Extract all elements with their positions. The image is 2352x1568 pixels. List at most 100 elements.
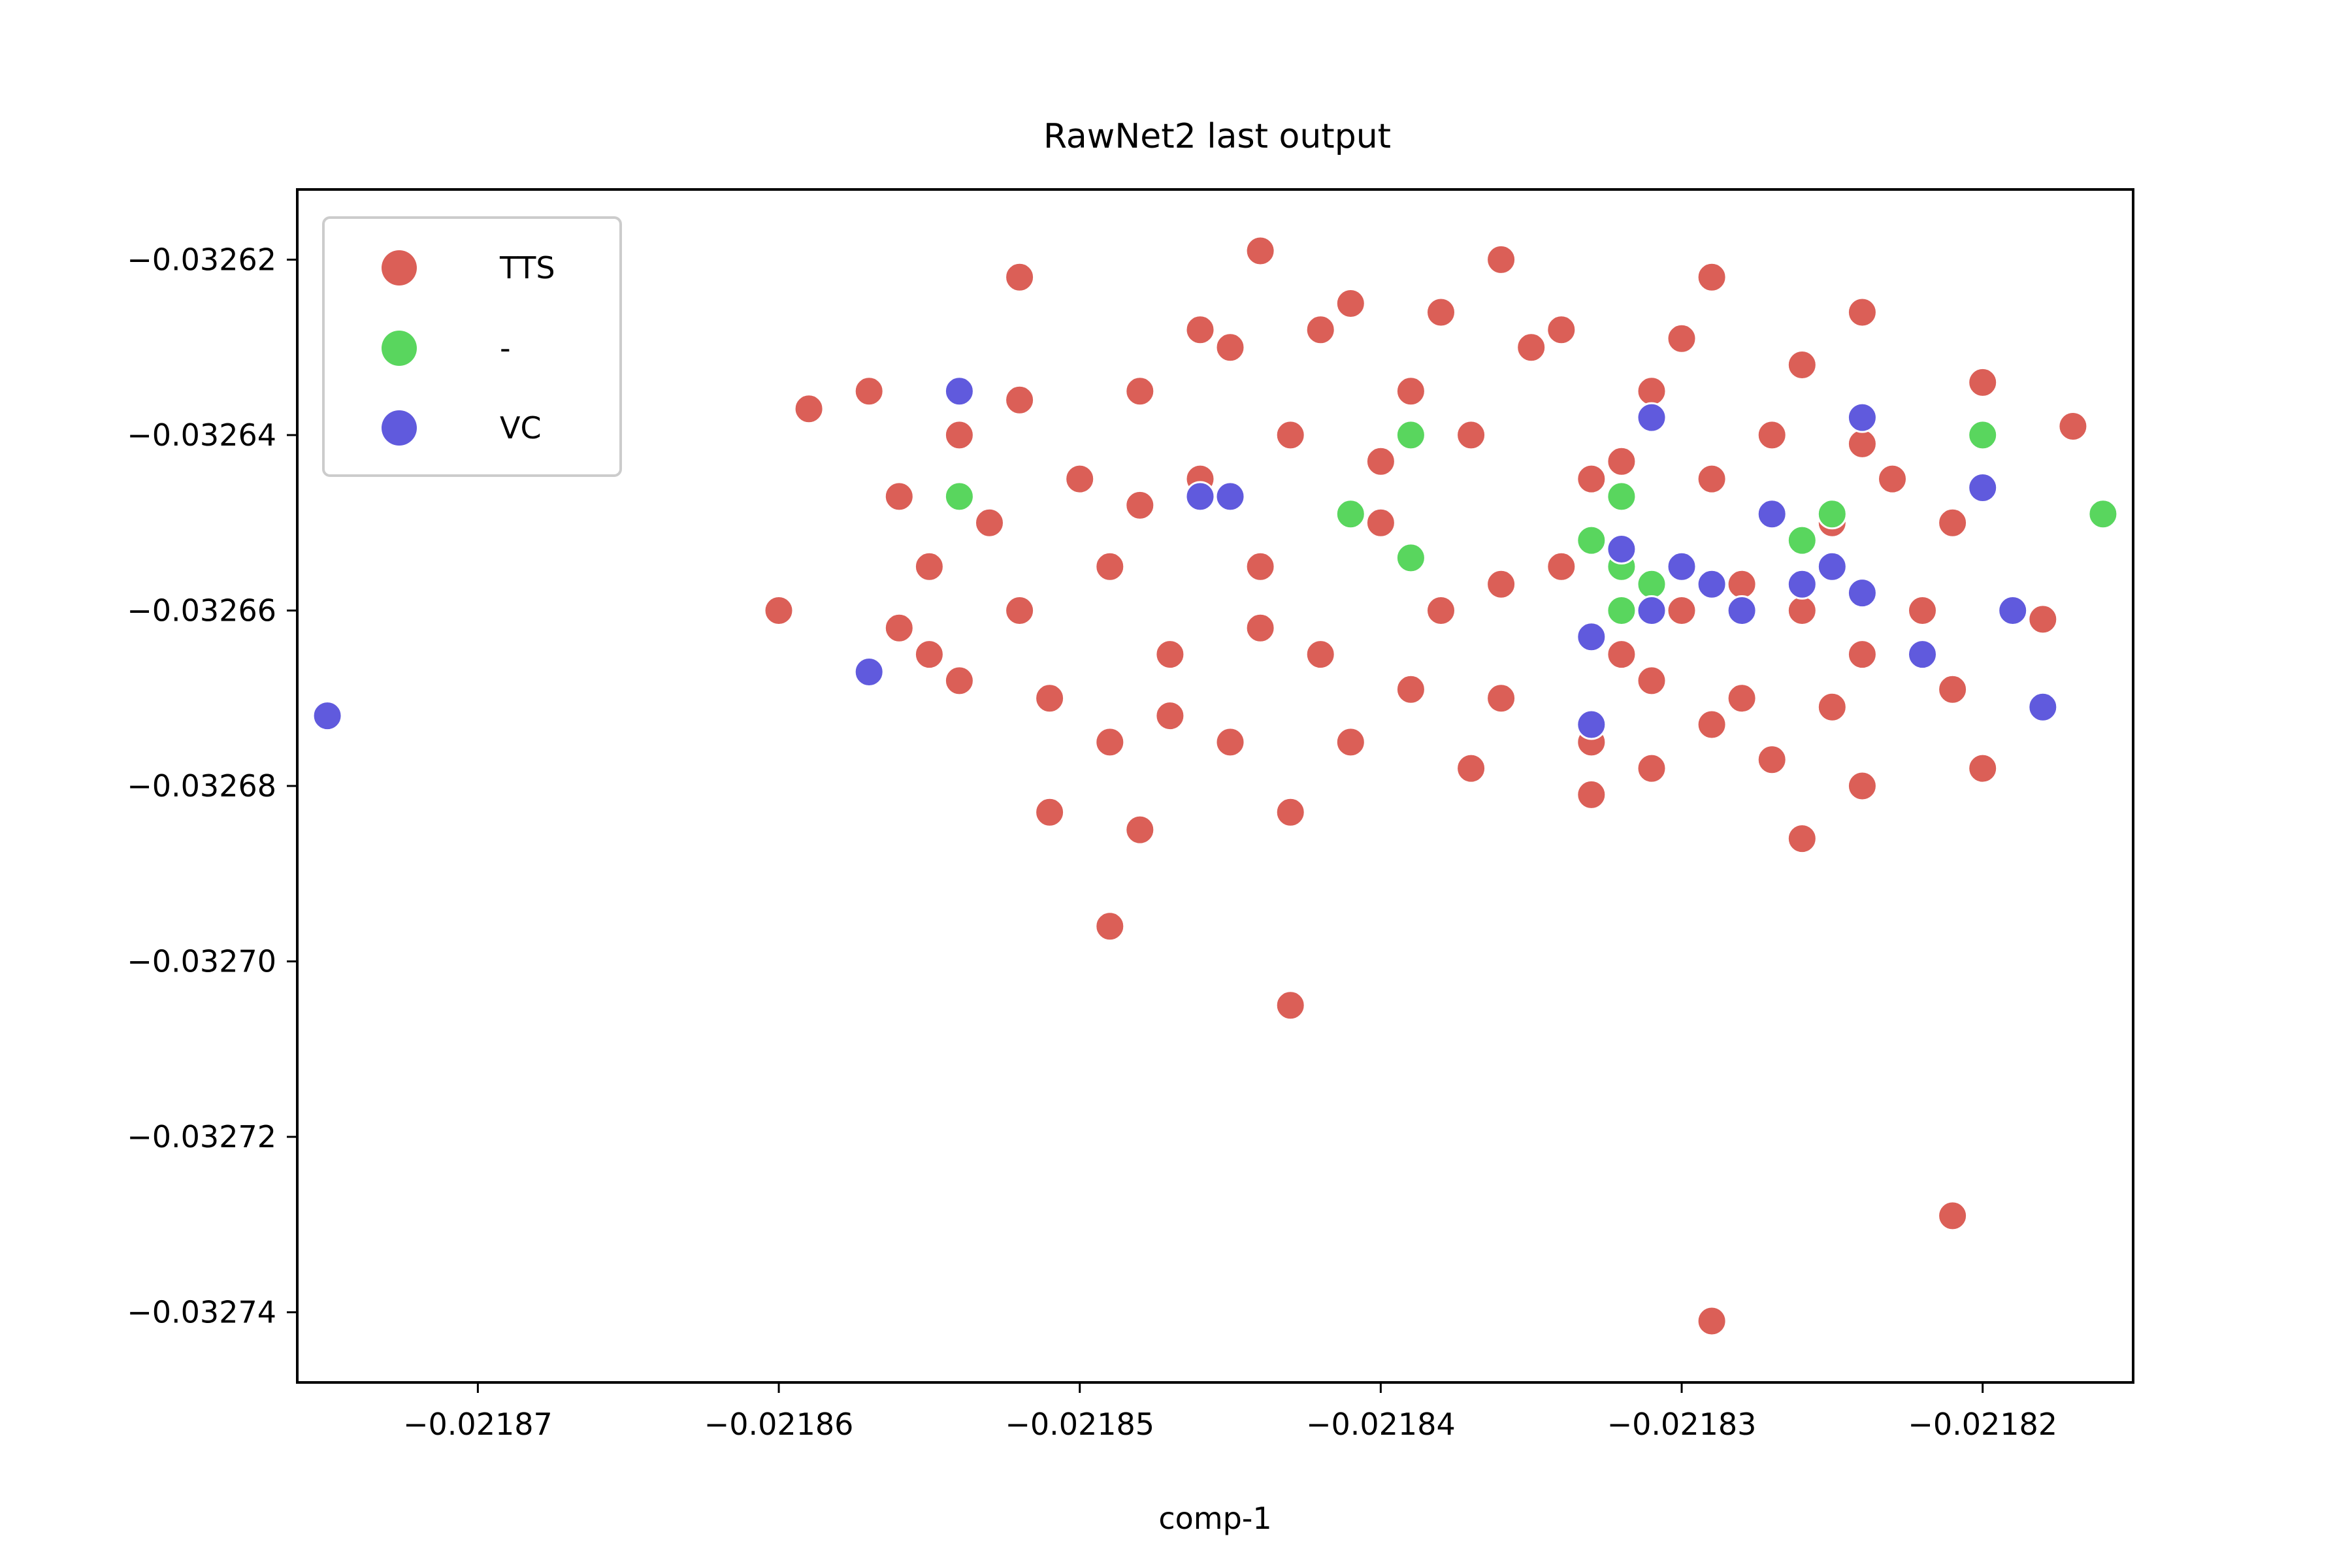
point-tts-73 (1786, 350, 1818, 380)
point-tts-74 (883, 481, 915, 512)
point-tts-71 (1546, 314, 1577, 346)
point-tts-66 (1696, 709, 1727, 740)
point-tts-5 (1696, 261, 1727, 293)
point-tts-72 (1666, 323, 1697, 354)
point-tts-22 (1937, 1200, 1968, 1232)
legend-label-tts: TTS (499, 250, 555, 286)
point-vc-2 (943, 376, 975, 407)
point-tts-38 (1305, 639, 1336, 670)
point-vc-11 (1696, 568, 1727, 600)
point-dash-9 (1786, 525, 1818, 556)
point-tts-43 (1456, 419, 1487, 451)
point-vc-18 (1907, 639, 1938, 670)
point-tts-86 (1154, 700, 1186, 732)
point-tts-69 (1305, 314, 1336, 346)
point-tts-33 (1154, 639, 1186, 670)
legend-marker-vc (382, 410, 417, 446)
point-tts-58 (1907, 595, 1938, 626)
point-tts-68 (1184, 314, 1216, 346)
x-tick-label-5: −0.02182 (1908, 1407, 2057, 1442)
point-tts-87 (1636, 665, 1667, 696)
point-dash-11 (943, 481, 975, 512)
legend-frame (322, 216, 622, 477)
point-tts-2 (1004, 261, 1036, 293)
point-tts-83 (1726, 568, 1757, 600)
y-axis: −0.03262 −0.03264 −0.03266 −0.03268 −0.03270… (127, 242, 297, 1330)
point-tts-16 (1576, 779, 1607, 810)
point-dash-1 (1967, 419, 1999, 451)
point-dash-10 (1816, 498, 1848, 530)
point-tts-30 (1064, 463, 1096, 495)
point-tts-64 (1456, 753, 1487, 784)
point-tts-20 (1275, 990, 1306, 1021)
point-tts-14 (1756, 744, 1788, 776)
point-dash-5 (1576, 525, 1607, 556)
x-tick-label-3: −0.02184 (1306, 1407, 1456, 1442)
point-vc-1 (853, 657, 885, 687)
point-tts-27 (913, 551, 945, 582)
point-tts-45 (1516, 332, 1547, 363)
point-vc-9 (1606, 534, 1637, 564)
point-vc-14 (1816, 551, 1848, 582)
point-tts-75 (883, 612, 915, 644)
point-vc-5 (1636, 402, 1667, 433)
point-tts-52 (1726, 683, 1757, 714)
point-vc-7 (1967, 472, 1999, 503)
point-tts-82 (1606, 446, 1637, 477)
point-tts-4 (1486, 244, 1517, 275)
x-tick-label-0: −0.02187 (403, 1407, 553, 1442)
point-tts-10 (1937, 674, 1968, 705)
point-tts-24 (853, 376, 885, 407)
point-dash-7 (1636, 568, 1667, 600)
point-vc-13 (1786, 568, 1818, 600)
point-tts-62 (1215, 727, 1246, 758)
point-vc-6 (1846, 402, 1878, 433)
point-tts-47 (1576, 463, 1607, 495)
point-tts-39 (1335, 288, 1366, 319)
point-tts-13 (1786, 823, 1818, 855)
point-tts-60 (1034, 683, 1066, 714)
point-tts-19 (1094, 911, 1126, 942)
legend-marker-tts (382, 250, 417, 286)
point-tts-25 (943, 419, 975, 451)
point-tts-50 (1666, 595, 1697, 626)
point-dash-8 (1606, 595, 1637, 626)
point-tts-32 (1124, 376, 1156, 407)
point-tts-9 (2027, 604, 2059, 635)
point-vc-0 (312, 700, 343, 732)
point-tts-0 (793, 393, 825, 425)
point-tts-36 (1245, 551, 1276, 582)
point-vc-3 (1184, 481, 1216, 512)
point-tts-49 (1636, 376, 1667, 407)
x-axis-label: comp-1 (1158, 1501, 1271, 1536)
point-tts-79 (1245, 612, 1276, 644)
point-dash-2 (1395, 419, 1426, 451)
point-tts-63 (1335, 727, 1366, 758)
point-vc-20 (1756, 498, 1788, 530)
point-tts-67 (1816, 691, 1848, 723)
point-tts-3 (1245, 235, 1276, 267)
y-tick-label-1: −0.03264 (127, 417, 276, 453)
x-tick-label-2: −0.02185 (1005, 1407, 1154, 1442)
plot-area (312, 235, 2119, 1337)
y-tick-label-6: −0.03274 (127, 1295, 276, 1330)
point-tts-84 (1846, 428, 1878, 459)
point-tts-56 (1846, 639, 1878, 670)
point-tts-41 (1395, 376, 1426, 407)
point-tts-48 (1606, 639, 1637, 670)
point-tts-15 (1636, 753, 1667, 784)
legend-label-dash: - (500, 331, 511, 366)
point-tts-81 (1486, 568, 1517, 600)
point-tts-7 (1967, 367, 1999, 398)
point-tts-17 (1275, 796, 1306, 828)
legend: TTS - VC (322, 216, 622, 477)
point-tts-40 (1365, 507, 1396, 538)
point-vc-16 (1576, 621, 1607, 653)
point-tts-85 (1395, 674, 1426, 705)
point-vc-8 (2027, 691, 2059, 723)
point-vc-21 (1636, 595, 1667, 626)
point-dash-4 (1395, 542, 1426, 574)
point-tts-44 (1486, 683, 1517, 714)
point-tts-77 (1004, 384, 1036, 416)
